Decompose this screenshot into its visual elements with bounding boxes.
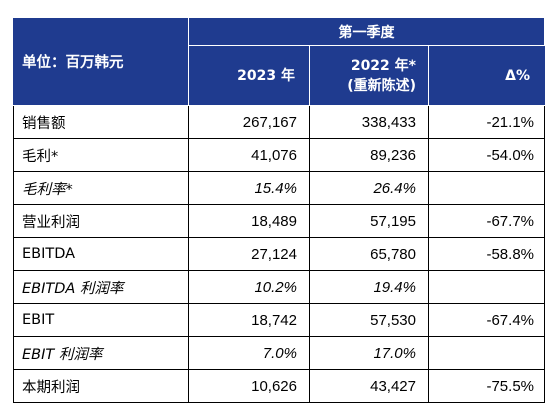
table-row: 营业利润 18,489 57,195 -67.7% (13, 204, 545, 238)
value-2022: 26.4% (309, 171, 429, 205)
row-label: 毛利* (13, 138, 189, 172)
column-header-delta: Δ% (428, 45, 545, 106)
value-delta (428, 336, 545, 370)
value-2022: 57,530 (309, 303, 429, 337)
value-delta: -75.5% (428, 369, 545, 403)
financial-table-container: 单位：百万韩元 第一季度 2023 年 2022 年* (重新陈述) Δ% 销售额… (13, 17, 545, 403)
column-header-2022-line2: (重新陈述) (347, 77, 416, 94)
value-2023: 10,626 (188, 369, 310, 403)
header-row-columns: 2023 年 2022 年* (重新陈述) Δ% (14, 45, 545, 106)
unit-label: 单位：百万韩元 (13, 17, 189, 106)
table-row: 毛利率* 15.4% 26.4% (13, 171, 545, 205)
value-delta: -58.8% (428, 237, 545, 271)
column-header-2022-line1: 2022 年* (350, 57, 416, 74)
value-2022: 17.0% (309, 336, 429, 370)
table-row: EBIT 利润率 7.0% 17.0% (13, 336, 545, 370)
value-2023: 18,742 (188, 303, 310, 337)
table-header: 单位：百万韩元 第一季度 2023 年 2022 年* (重新陈述) Δ% (13, 17, 545, 106)
row-label: 销售额 (13, 105, 189, 139)
value-delta (428, 270, 545, 304)
value-2022: 43,427 (309, 369, 429, 403)
row-label: EBITDA (13, 237, 189, 271)
row-label: EBIT (13, 303, 189, 337)
table-row: 毛利* 41,076 89,236 -54.0% (13, 138, 545, 172)
value-2023: 27,124 (188, 237, 310, 271)
column-header-2023-text: 2023 年 (237, 67, 295, 84)
value-2022: 338,433 (309, 105, 429, 139)
financial-summary-table: 单位：百万韩元 第一季度 2023 年 2022 年* (重新陈述) Δ% 销售额… (13, 17, 545, 403)
value-delta: -21.1% (428, 105, 545, 139)
value-delta (428, 171, 545, 205)
row-label: 本期利润 (13, 369, 189, 403)
table-row: EBIT 18,742 57,530 -67.4% (13, 303, 545, 337)
table-body: 销售额 267,167 338,433 -21.1% 毛利* 41,076 89,236 -5… (13, 105, 545, 403)
value-2023: 18,489 (188, 204, 310, 238)
row-label: 营业利润 (13, 204, 189, 238)
table-row: 本期利润 10,626 43,427 -75.5% (13, 369, 545, 403)
value-2022: 19.4% (309, 270, 429, 304)
value-2022: 89,236 (309, 138, 429, 172)
row-label: 毛利率* (13, 171, 189, 205)
table-row: 销售额 267,167 338,433 -21.1% (13, 105, 545, 139)
row-label: EBITDA 利润率 (13, 270, 189, 304)
value-2023: 267,167 (188, 105, 310, 139)
table-row: EBITDA 利润率 10.2% 19.4% (13, 270, 545, 304)
period-label: 第一季度 (188, 17, 545, 46)
value-delta: -67.7% (428, 204, 545, 238)
value-2023: 41,076 (188, 138, 310, 172)
column-header-delta-text: Δ% (505, 67, 530, 84)
value-2023: 15.4% (188, 171, 310, 205)
value-2022: 57,195 (309, 204, 429, 238)
column-header-2023: 2023 年 (188, 45, 310, 106)
row-label: EBIT 利润率 (13, 336, 189, 370)
column-header-2022: 2022 年* (重新陈述) (309, 45, 429, 106)
value-2023: 10.2% (188, 270, 310, 304)
table-row: EBITDA 27,124 65,780 -58.8% (13, 237, 545, 271)
value-2022: 65,780 (309, 237, 429, 271)
value-delta: -67.4% (428, 303, 545, 337)
value-2023: 7.0% (188, 336, 310, 370)
header-row-period: 单位：百万韩元 第一季度 (13, 17, 545, 106)
value-delta: -54.0% (428, 138, 545, 172)
